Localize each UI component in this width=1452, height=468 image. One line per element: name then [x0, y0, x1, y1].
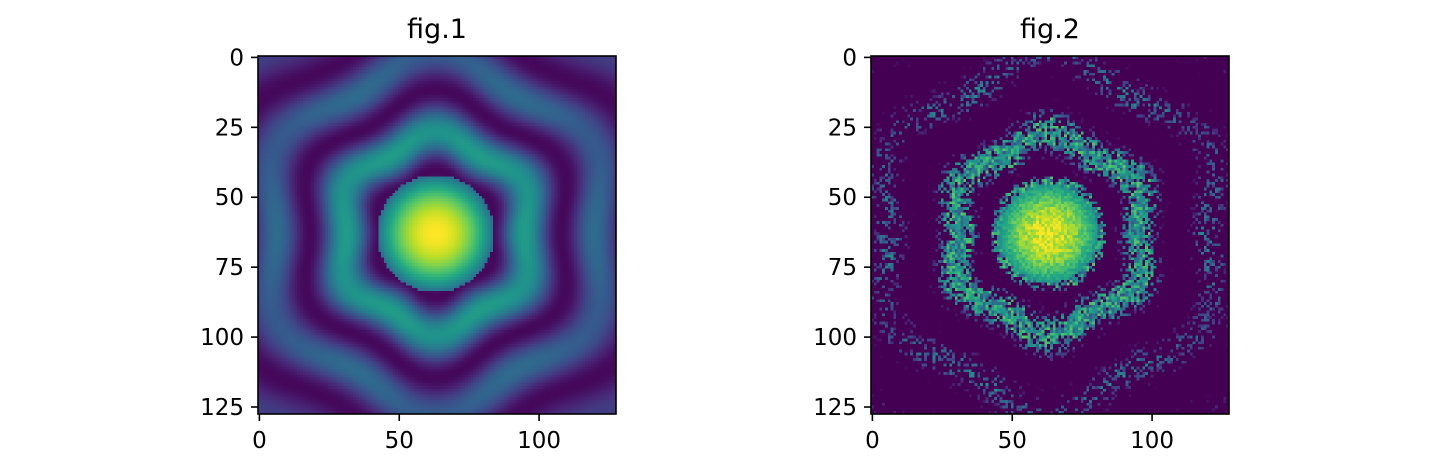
- chart-title: fig.1: [407, 14, 467, 45]
- panel-fig-2: fig.2 0 50 100 0 25 50 75 100 125: [813, 14, 1230, 454]
- panel-fig-1: fig.1 0 50 100 0 25 50 75 100 125: [200, 14, 617, 454]
- x-tick-label: 100: [1130, 428, 1174, 454]
- y-tick-label: 50: [215, 185, 244, 211]
- y-tick-label: 0: [229, 45, 244, 71]
- y-tick-label: 25: [828, 115, 857, 141]
- x-tick-label: 50: [998, 428, 1027, 454]
- x-tick-label: 50: [385, 428, 414, 454]
- x-tick-label: 0: [252, 428, 267, 454]
- y-tick-label: 100: [813, 325, 857, 351]
- heatmap-image: [871, 56, 1229, 414]
- y-tick-label: 100: [200, 325, 244, 351]
- axes-frame: [257, 55, 617, 415]
- y-tick-label: 50: [828, 185, 857, 211]
- chart-title: fig.2: [1020, 14, 1080, 45]
- y-tick-label: 125: [200, 395, 244, 421]
- y-tick-label: 25: [215, 115, 244, 141]
- y-tick-label: 75: [828, 255, 857, 281]
- x-tick-label: 100: [517, 428, 561, 454]
- axes-frame: [870, 55, 1230, 415]
- heatmap-image: [258, 56, 616, 414]
- y-tick-label: 125: [813, 395, 857, 421]
- y-tick-label: 0: [842, 45, 857, 71]
- x-tick-label: 0: [865, 428, 880, 454]
- y-tick-label: 75: [215, 255, 244, 281]
